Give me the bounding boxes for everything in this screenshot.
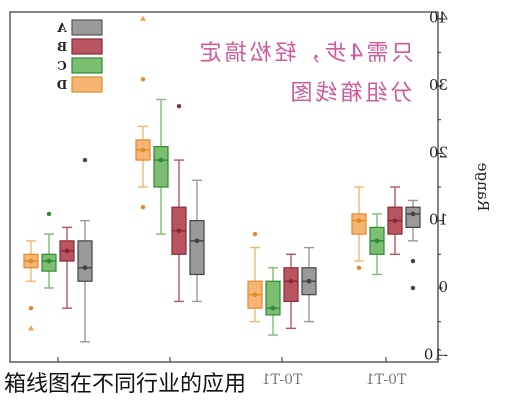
outlier-point [29,306,33,310]
mean-point [253,292,258,297]
legend-item-A: A [57,20,102,35]
mean-point [375,238,380,243]
legend-label: C [57,59,67,73]
legend-swatch [72,39,102,54]
mean-point [83,265,88,270]
mean-point [29,259,34,264]
y-tick-label: -10 [424,345,448,363]
y-tick-label: 10 [429,211,448,229]
legend-item-B: B [57,39,102,54]
x-tick-label: T0-T1 [262,372,303,388]
mean-point [411,212,416,217]
legend-swatch [72,77,102,92]
mean-point [65,249,70,254]
legend-item-C: C [57,58,102,73]
y-tick-label: 20 [429,143,448,161]
mean-point [307,279,312,284]
mean-point [271,306,276,311]
overlay-line-1: 只需4步，轻松搞定 [197,41,414,66]
mean-point [47,259,52,264]
outlier-point [83,158,87,162]
legend-swatch [72,20,102,35]
mean-point [289,279,294,284]
image-caption: 箱线图在不同行业的应用 [2,366,248,398]
box-body [406,207,420,227]
legend-label: D [57,78,67,92]
outlier-point [357,266,361,270]
y-tick-label: 40 [429,9,448,27]
y-axis-label: Range [474,163,492,212]
box-body [352,214,366,234]
outlier-point [141,77,145,81]
legend-label: A [57,21,68,35]
outlier-point [411,259,415,263]
overlay-line-2: 分组箱线图 [287,81,412,106]
y-tick-label: 0 [438,278,448,296]
outlier-point [411,286,415,290]
legend-label: B [57,40,67,54]
mean-point [141,148,146,153]
box-body [78,241,92,281]
mean-point [195,238,200,243]
outlier-point [47,212,51,216]
mean-point [159,158,164,163]
box-body [154,147,168,187]
legend-item-D: D [57,77,102,92]
outlier-point [253,232,257,236]
box-body [284,268,298,302]
mean-point [357,218,362,223]
legend-swatch [72,58,102,73]
mean-point [393,218,398,223]
box-body [190,221,204,275]
outlier-point [177,104,181,108]
x-tick-label: T0-T1 [366,372,407,388]
y-tick-label: 30 [429,76,448,94]
outlier-point [141,205,145,209]
mean-point [177,228,182,233]
